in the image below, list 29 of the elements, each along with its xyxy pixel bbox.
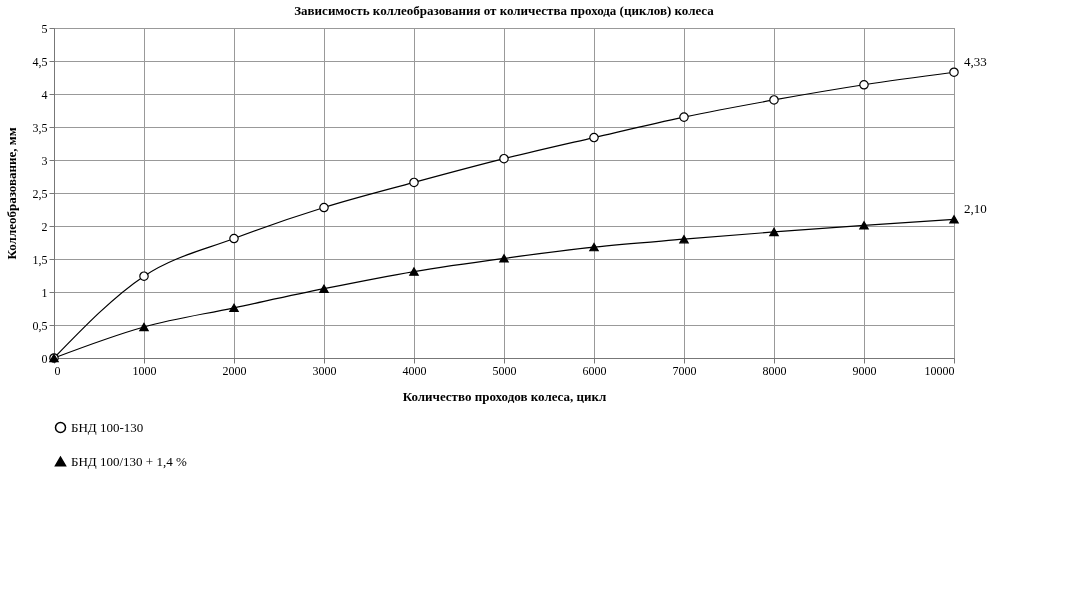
y-axis-title: Коллеобразование, мм (3, 127, 19, 260)
x-tick-label: 1000 (132, 363, 157, 378)
x-tick-label: 7000 (672, 363, 697, 378)
y-tick-label: 5 (41, 21, 48, 36)
chart-title: Зависимость коллеобразования от количества прохода (циклов) колеса (294, 3, 715, 18)
y-tick-label: 1,5 (32, 252, 48, 267)
y-tick-label: 1 (41, 285, 48, 300)
y-tick-label: 3 (41, 153, 48, 168)
x-tick-label: 5000 (492, 363, 517, 378)
x-tick-label: 8000 (762, 363, 787, 378)
y-tick-label: 4,5 (32, 54, 48, 69)
y-tick-label: 2 (41, 219, 48, 234)
x-tick-label: 6000 (582, 363, 607, 378)
x-tick-label: 10000 (924, 363, 955, 378)
legend-label: БНД 100-130 (71, 419, 144, 435)
x-axis-title: Количество проходов колеса, цикл (402, 388, 607, 404)
x-tick-label: 3000 (312, 363, 337, 378)
x-tick-label: 2000 (222, 363, 247, 378)
y-tick-label: 4 (41, 87, 48, 102)
y-tick-label: 3,5 (32, 120, 48, 135)
data-label: 2,10 (964, 201, 987, 217)
x-tick-label: 0 (54, 363, 61, 378)
y-tick-label: 0,5 (32, 318, 48, 333)
data-label: 4,33 (964, 54, 987, 70)
y-tick-label: 0 (41, 351, 48, 366)
legend-label: БНД 100/130 + 1,4 % (71, 453, 187, 469)
y-tick-label: 2,5 (32, 186, 48, 201)
x-tick-label: 9000 (852, 363, 877, 378)
x-tick-label: 4000 (402, 363, 427, 378)
